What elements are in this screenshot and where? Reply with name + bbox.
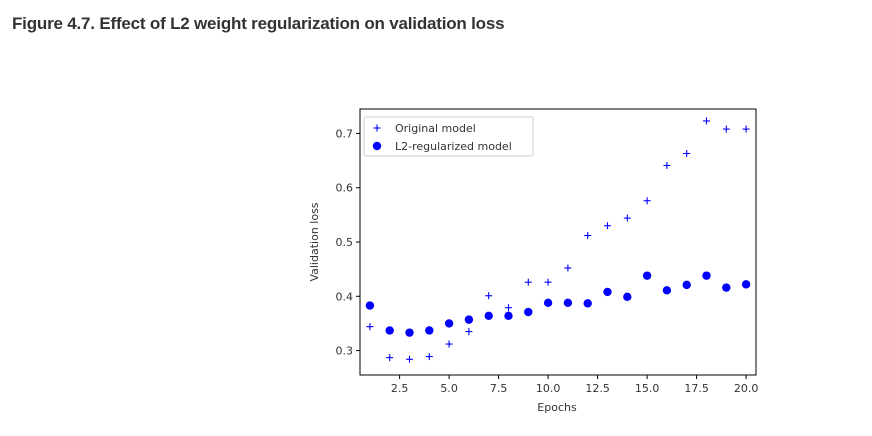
x-tick-label: 10.0 — [536, 382, 561, 395]
plus-point — [604, 222, 611, 230]
x-tick-label: 7.5 — [490, 382, 508, 395]
dot-point — [504, 311, 513, 321]
dot-point — [702, 271, 711, 280]
plus-point — [406, 355, 413, 363]
dot-point — [484, 311, 493, 321]
dot-point — [682, 280, 691, 290]
x-axis-label: Epochs — [537, 401, 577, 414]
dot-point — [444, 319, 454, 328]
plus-point — [742, 125, 750, 133]
plus-point — [722, 125, 730, 133]
plus-point — [564, 264, 572, 272]
y-tick-label: 0.5 — [336, 236, 354, 249]
dot-point — [405, 328, 414, 337]
x-tick-label: 2.5 — [391, 382, 409, 395]
plus-point — [505, 304, 512, 312]
y-tick-label: 0.7 — [336, 127, 354, 140]
plus-point — [425, 353, 433, 361]
plus-point — [663, 161, 671, 169]
plus-point — [584, 231, 592, 239]
legend-marker — [372, 141, 382, 151]
x-tick-label: 20.0 — [734, 382, 759, 395]
y-tick-label: 0.3 — [336, 345, 354, 358]
plus-point — [703, 117, 710, 125]
plus-point — [544, 278, 552, 286]
dot-point — [563, 298, 573, 307]
dot-point — [603, 287, 612, 297]
legend-box — [363, 116, 534, 157]
y-tick-label: 0.6 — [336, 182, 354, 195]
plus-point — [683, 150, 691, 158]
x-tick-label: 17.5 — [684, 382, 709, 395]
legend-label: Original model — [395, 122, 476, 135]
y-axis-label: Validation loss — [308, 202, 321, 281]
plus-point — [524, 278, 532, 286]
dot-point — [365, 301, 375, 310]
plus-point — [465, 328, 473, 336]
dot-point — [642, 271, 652, 280]
dot-point — [524, 307, 533, 317]
dot-point — [583, 299, 592, 308]
dot-point — [464, 315, 474, 324]
plus-point — [445, 340, 453, 348]
plus-point — [386, 354, 394, 362]
x-tick-label: 12.5 — [585, 382, 610, 395]
series-1 — [366, 117, 750, 363]
x-tick-label: 15.0 — [635, 382, 660, 395]
figure-caption: Figure 4.7. Effect of L2 weight regulari… — [12, 14, 505, 33]
dot-point — [543, 298, 553, 307]
y-axis: 0.3 0.4 0.5 0.6 0.7 — [336, 127, 360, 358]
legend: Original model L2-regularized model — [363, 116, 534, 157]
dot-point — [425, 326, 434, 335]
x-tick-label: 5.0 — [440, 382, 458, 395]
dot-point — [623, 292, 632, 302]
y-tick-label: 0.4 — [336, 290, 354, 303]
legend-marker — [373, 124, 381, 132]
dot-point — [722, 283, 731, 292]
dot-point — [385, 326, 394, 335]
dot-point — [662, 286, 672, 295]
x-axis: 2.5 5.0 7.5 10.0 12.5 15.0 17.5 20.0 — [391, 375, 758, 395]
dot-point — [741, 280, 751, 289]
plus-point — [366, 323, 374, 331]
plus-point — [485, 292, 493, 300]
series-layer — [365, 117, 751, 363]
legend-label: L2-regularized model — [395, 140, 512, 153]
plus-point — [643, 197, 651, 205]
plus-point — [623, 214, 631, 222]
series-2 — [365, 271, 751, 337]
